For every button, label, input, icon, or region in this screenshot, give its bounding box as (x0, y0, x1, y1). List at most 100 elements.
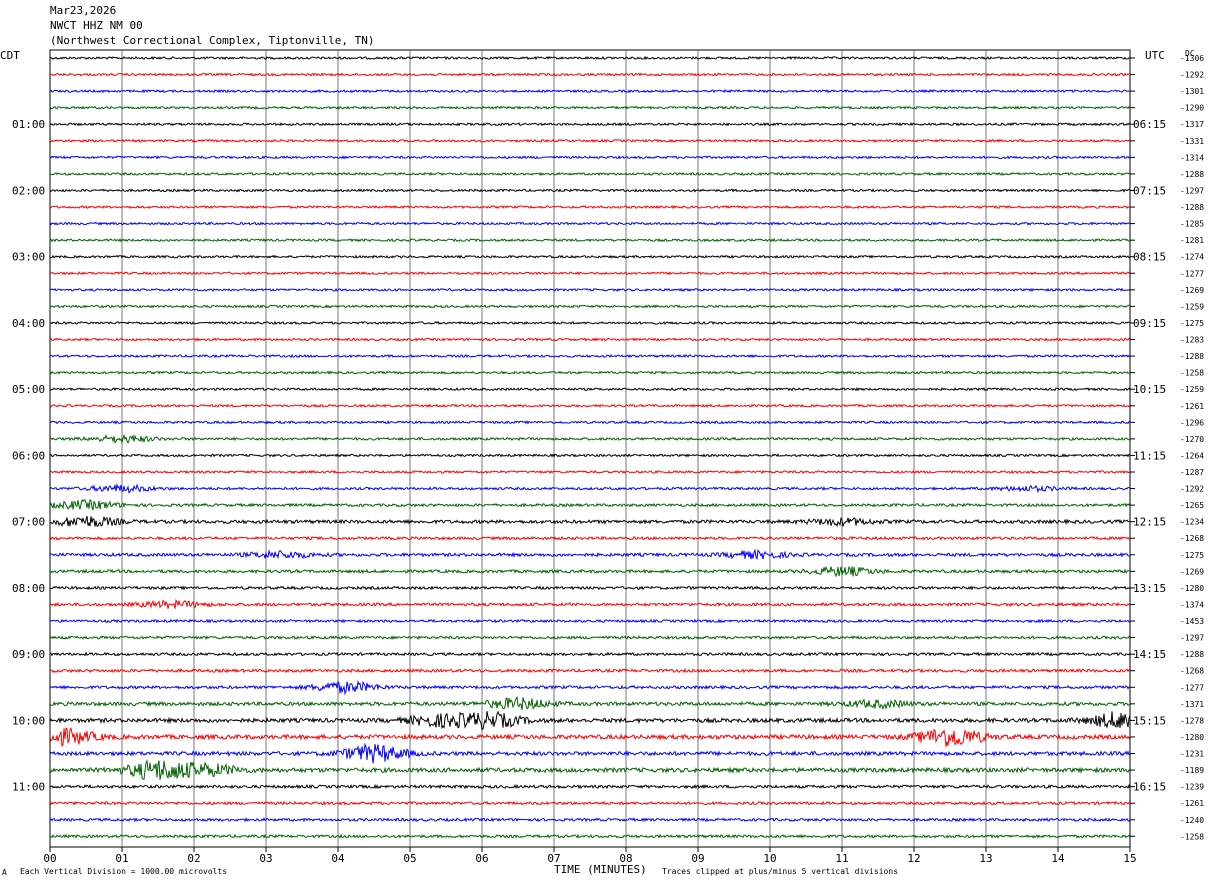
dc-offset-label: -1374 (1180, 600, 1204, 609)
dc-offset-label: -1189 (1180, 766, 1204, 775)
x-tick-label: 12 (907, 852, 920, 865)
seismic-trace (49, 370, 1131, 375)
x-tick-label: 09 (691, 852, 704, 865)
left-hour-label: 07:00 (12, 516, 45, 529)
vertical-division-note: Each Vertical Division = 1000.00 microvo… (20, 867, 228, 876)
seismic-trace (49, 353, 1131, 359)
dc-offset-label: -1277 (1180, 683, 1204, 692)
dc-offset-label: -1287 (1180, 468, 1204, 477)
seismic-trace (49, 759, 1131, 781)
seismic-trace (49, 287, 1131, 293)
dc-offset-label: -1264 (1180, 451, 1204, 460)
x-tick-label: 02 (187, 852, 200, 865)
seismic-trace (49, 618, 1131, 624)
seismic-trace (49, 635, 1131, 641)
seismic-trace (49, 420, 1131, 425)
x-tick-label: 15 (1123, 852, 1136, 865)
clipping-note: Traces clipped at plus/minus 5 vertical … (662, 867, 899, 876)
seismic-trace (49, 515, 1131, 528)
seismic-trace (49, 535, 1131, 541)
dc-offset-label: -1259 (1180, 302, 1204, 311)
dc-offset-label: -1268 (1180, 667, 1204, 676)
seismic-trace (49, 221, 1131, 226)
dc-offset-label: -1288 (1180, 352, 1204, 361)
seismic-trace (49, 680, 1131, 696)
seismic-trace (49, 482, 1131, 494)
right-hour-label: 09:15 (1133, 317, 1166, 330)
seismic-trace (49, 696, 1131, 711)
dc-offset-label: -1281 (1180, 236, 1204, 245)
dc-offset-label: -1240 (1180, 816, 1204, 825)
dc-offset-label: -1314 (1180, 153, 1204, 162)
corner-mark: A (2, 868, 7, 877)
seismic-trace (49, 204, 1131, 210)
dc-offset-label: -1288 (1180, 203, 1204, 212)
dc-offset-label: -1261 (1180, 402, 1204, 411)
dc-offset-label: -1258 (1180, 832, 1204, 841)
left-hour-label: 02:00 (12, 184, 45, 197)
dc-offset-label: -1317 (1180, 120, 1204, 129)
right-hour-label: 11:15 (1133, 449, 1166, 462)
seismic-trace (49, 548, 1131, 561)
left-hour-label: 11:00 (12, 781, 45, 794)
x-axis-title: TIME (MINUTES) (554, 863, 647, 876)
x-tick-label: 11 (835, 852, 848, 865)
seismic-trace (49, 742, 1131, 764)
x-tick-label: 06 (475, 852, 488, 865)
dc-offset-label: -1285 (1180, 220, 1204, 229)
right-hour-label: 08:15 (1133, 251, 1166, 264)
dc-offset-label: -1288 (1180, 650, 1204, 659)
right-hour-label: 13:15 (1133, 582, 1166, 595)
right-hour-label: 06:15 (1133, 118, 1166, 131)
x-tick-label: 00 (43, 852, 56, 865)
x-tick-label: 10 (763, 852, 776, 865)
seismic-trace (49, 271, 1131, 276)
x-tick-label: 01 (115, 852, 128, 865)
dc-offset-label: -1371 (1180, 700, 1204, 709)
right-hour-label: 15:15 (1133, 714, 1166, 727)
seismic-trace (49, 254, 1131, 259)
dc-offset-label: -1331 (1180, 137, 1204, 146)
dc-offset-label: -1239 (1180, 783, 1204, 792)
left-hour-label: 10:00 (12, 714, 45, 727)
dc-offset-label: -1292 (1180, 71, 1204, 80)
dc-offset-header: DC (1185, 49, 1195, 58)
left-timezone-label: CDT (0, 49, 20, 62)
seismic-trace (49, 598, 1131, 609)
dc-offset-label: -1265 (1180, 501, 1204, 510)
left-hour-label: 06:00 (12, 449, 45, 462)
seismic-trace (49, 651, 1131, 657)
dc-offset-label: -1301 (1180, 87, 1204, 96)
dc-offset-label: -1296 (1180, 418, 1204, 427)
seismic-trace (49, 498, 1131, 511)
dc-offset-label: -1290 (1180, 104, 1204, 113)
seismic-trace (49, 469, 1131, 475)
seismic-trace (49, 138, 1131, 143)
x-tick-label: 07 (547, 852, 560, 865)
seismic-trace (49, 188, 1130, 193)
seismic-trace (49, 387, 1131, 392)
seismic-trace (49, 122, 1131, 127)
dc-offset-label: -1297 (1180, 634, 1204, 643)
left-hour-label: 08:00 (12, 582, 45, 595)
right-hour-label: 16:15 (1133, 781, 1166, 794)
plot-date: Mar23,2026 (50, 4, 117, 17)
dc-offset-label: -1275 (1180, 319, 1204, 328)
dc-offset-label: -1283 (1180, 336, 1204, 345)
x-tick-label: 14 (1051, 852, 1065, 865)
dc-offset-label: -1275 (1180, 551, 1204, 560)
dc-offset-label: -1258 (1180, 369, 1204, 378)
station-code: NWCT HHZ NM 00 (50, 19, 143, 32)
dc-offset-label: -1306 (1180, 54, 1204, 63)
right-timezone-label: UTC (1145, 49, 1165, 62)
seismic-trace (49, 433, 1131, 445)
seismic-trace (49, 585, 1131, 591)
seismic-trace (49, 727, 1131, 748)
dc-offset-label: -1280 (1180, 584, 1204, 593)
left-hour-label: 04:00 (12, 317, 45, 330)
seismic-trace (49, 565, 1131, 578)
seismic-trace (49, 171, 1131, 177)
dc-offset-label: -1297 (1180, 186, 1204, 195)
seismic-trace (49, 817, 1131, 823)
dc-offset-label: -1280 (1180, 733, 1204, 742)
